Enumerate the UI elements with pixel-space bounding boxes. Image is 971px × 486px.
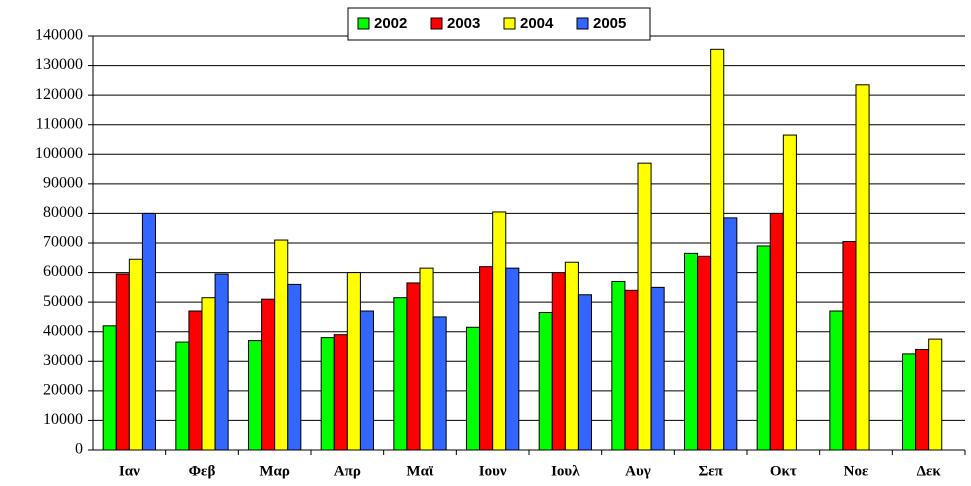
- legend-label: 2003: [447, 15, 480, 32]
- bar: [756, 245, 771, 451]
- bar: [432, 316, 447, 451]
- bar: [419, 267, 434, 451]
- bar: [650, 286, 665, 451]
- bar: [915, 348, 930, 451]
- bar: [842, 241, 857, 451]
- x-tick-label: Σεπ: [698, 463, 723, 479]
- bar: [214, 273, 229, 451]
- bar: [855, 84, 870, 451]
- legend-label: 2002: [374, 15, 407, 32]
- legend-swatch: [357, 17, 370, 30]
- x-tick-label: Νοε: [844, 463, 869, 479]
- legend-swatch: [576, 17, 589, 30]
- y-tick-label: 50000: [43, 293, 83, 310]
- bar: [261, 298, 276, 451]
- legend-box: [347, 7, 651, 41]
- bar: [141, 212, 156, 451]
- bar: [102, 325, 117, 451]
- bar: [564, 261, 579, 451]
- legend-label: 2005: [593, 15, 626, 32]
- x-tick-label: Ιουλ: [551, 463, 580, 479]
- bar: [175, 341, 190, 451]
- y-tick-label: 30000: [43, 352, 83, 369]
- y-tick-label: 90000: [43, 175, 83, 192]
- bar: [248, 340, 263, 451]
- bar: [128, 258, 143, 451]
- bar: [393, 297, 408, 451]
- bar: [538, 311, 553, 451]
- x-tick-label: Μαϊ: [406, 463, 434, 479]
- bar: [492, 211, 507, 451]
- y-tick-label: 0: [75, 441, 83, 458]
- bar: [577, 294, 592, 451]
- x-tick-label: Οκτ: [770, 463, 797, 479]
- x-tick-label: Αυγ: [625, 463, 651, 479]
- bar: [320, 337, 335, 451]
- y-tick-label: 140000: [35, 27, 83, 44]
- y-tick-label: 100000: [35, 145, 83, 162]
- bar: [406, 282, 421, 451]
- x-tick-label: Μαρ: [259, 463, 290, 479]
- bar: [505, 267, 520, 451]
- x-tick-label: Φεβ: [189, 463, 216, 479]
- bar: [710, 48, 725, 451]
- bar: [188, 310, 203, 451]
- bar: [829, 310, 844, 451]
- bar: [274, 239, 289, 451]
- bar: [624, 289, 639, 451]
- bar: [611, 280, 626, 451]
- y-tick-label: 80000: [43, 204, 83, 221]
- bar: [769, 212, 784, 451]
- y-tick-label: 130000: [35, 56, 83, 73]
- bar: [466, 326, 481, 451]
- bar: [928, 338, 943, 451]
- y-tick-label: 110000: [36, 115, 83, 132]
- legend-swatch: [430, 17, 443, 30]
- bar: [346, 272, 361, 451]
- x-tick-label: Απρ: [334, 463, 361, 479]
- bar: [637, 162, 652, 451]
- bar: [479, 266, 494, 451]
- bar: [333, 334, 348, 451]
- x-tick-label: Ιουν: [479, 463, 507, 479]
- y-tick-label: 10000: [43, 411, 83, 428]
- bar: [782, 134, 797, 451]
- bar: [287, 283, 302, 451]
- bar: [115, 273, 130, 451]
- x-tick-label: Ιαν: [119, 463, 140, 479]
- y-tick-label: 70000: [43, 234, 83, 251]
- y-tick-label: 60000: [43, 263, 83, 280]
- bar: [697, 255, 712, 451]
- y-tick-label: 20000: [43, 382, 83, 399]
- bar: [551, 272, 566, 451]
- bar: [359, 310, 374, 451]
- legend-swatch: [503, 17, 516, 30]
- y-tick-label: 40000: [43, 322, 83, 339]
- x-tick-label: Δεκ: [917, 463, 942, 479]
- bar: [684, 252, 699, 451]
- legend-label: 2004: [520, 15, 554, 32]
- bar: [723, 217, 738, 451]
- y-tick-label: 120000: [35, 86, 83, 103]
- bar: [902, 353, 917, 451]
- bar: [201, 297, 216, 451]
